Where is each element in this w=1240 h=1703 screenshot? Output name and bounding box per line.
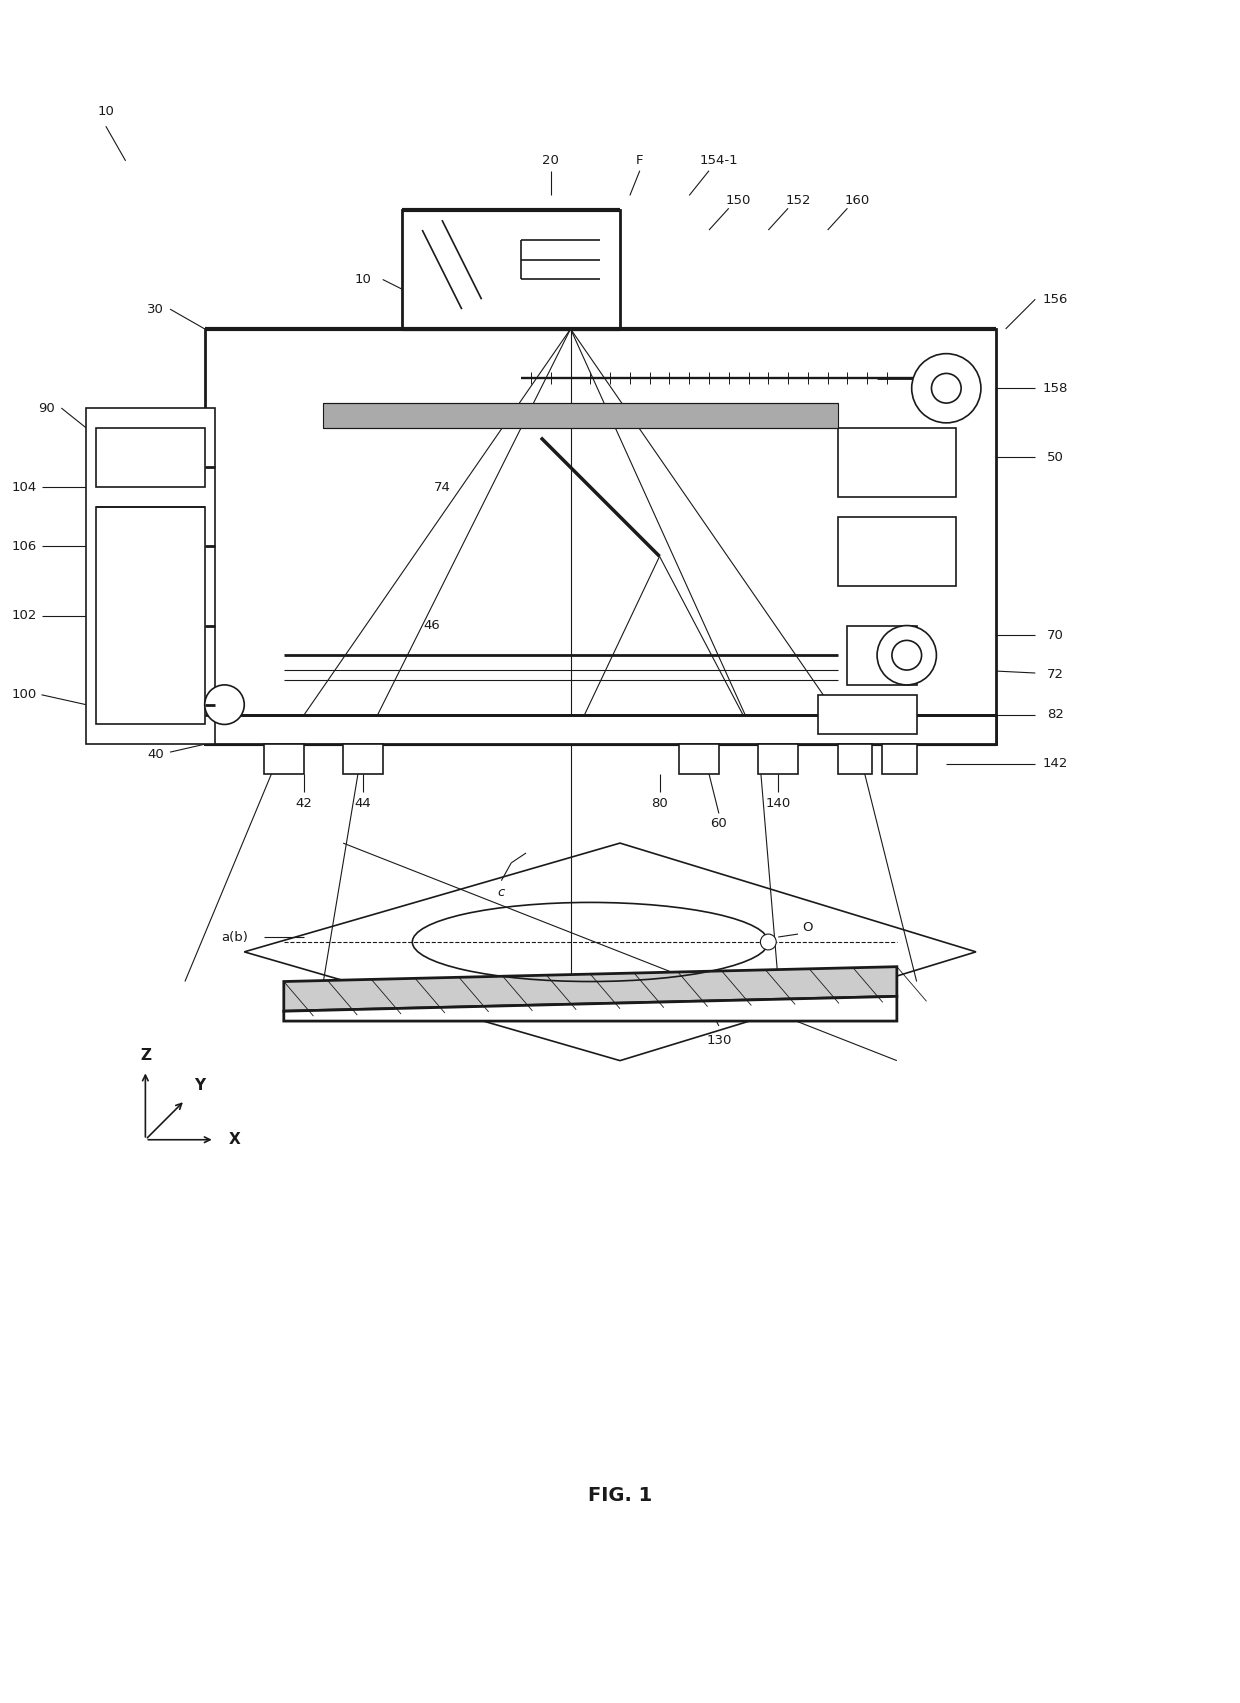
- Text: 72: 72: [1047, 669, 1064, 681]
- Text: 20: 20: [542, 155, 559, 167]
- Text: 44: 44: [355, 797, 371, 811]
- Circle shape: [892, 640, 921, 669]
- Text: 142: 142: [1043, 758, 1068, 770]
- Text: Controller: Controller: [131, 453, 169, 462]
- Text: 130: 130: [707, 1034, 732, 1047]
- Bar: [343, 744, 383, 773]
- Text: 80: 80: [651, 797, 668, 811]
- Bar: [403, 209, 620, 329]
- Circle shape: [911, 354, 981, 422]
- Text: F: F: [636, 155, 644, 167]
- Bar: [882, 744, 916, 773]
- Circle shape: [760, 933, 776, 950]
- Text: 60: 60: [711, 817, 727, 829]
- Text: 102: 102: [11, 610, 37, 622]
- Text: 160: 160: [844, 194, 870, 206]
- Text: 10: 10: [355, 272, 371, 286]
- Bar: [95, 507, 205, 724]
- Text: 150: 150: [725, 194, 751, 206]
- Bar: [817, 695, 916, 734]
- Bar: [837, 744, 872, 773]
- Bar: [324, 404, 837, 427]
- Text: 106: 106: [11, 540, 37, 553]
- Text: 104: 104: [11, 480, 37, 494]
- Text: 154-1: 154-1: [699, 155, 738, 167]
- Text: O: O: [802, 921, 813, 933]
- Text: 30: 30: [146, 303, 164, 315]
- Text: a(b): a(b): [221, 930, 248, 943]
- Bar: [847, 625, 916, 685]
- Bar: [205, 715, 996, 744]
- Bar: [837, 516, 956, 586]
- Circle shape: [877, 625, 936, 685]
- Bar: [759, 744, 799, 773]
- Text: 50: 50: [1047, 451, 1064, 463]
- Text: 100: 100: [11, 688, 37, 702]
- Text: 10: 10: [98, 106, 114, 118]
- Text: FIG. 1: FIG. 1: [588, 1487, 652, 1505]
- Text: 70: 70: [1047, 628, 1064, 642]
- Text: 152: 152: [785, 194, 811, 206]
- Text: 140: 140: [765, 797, 791, 811]
- Text: Z: Z: [140, 1047, 151, 1063]
- Text: Y: Y: [195, 1078, 206, 1093]
- Bar: [205, 329, 996, 744]
- Text: 46: 46: [424, 620, 440, 632]
- Circle shape: [205, 685, 244, 724]
- Polygon shape: [244, 843, 976, 1061]
- Circle shape: [931, 373, 961, 404]
- Text: X: X: [228, 1132, 241, 1148]
- Text: 40: 40: [146, 748, 164, 761]
- Bar: [837, 427, 956, 497]
- Bar: [264, 744, 304, 773]
- Polygon shape: [284, 967, 897, 1012]
- Text: c: c: [497, 886, 505, 899]
- Text: 52: 52: [176, 719, 193, 731]
- Text: 74: 74: [434, 480, 450, 494]
- Text: 82: 82: [1047, 708, 1064, 720]
- Text: 42: 42: [295, 797, 312, 811]
- Bar: [95, 427, 205, 487]
- Text: 90: 90: [38, 402, 55, 414]
- Bar: [86, 409, 215, 744]
- Text: Communication
module: Communication module: [123, 610, 179, 622]
- Text: 156: 156: [1043, 293, 1068, 307]
- Text: 158: 158: [1043, 381, 1068, 395]
- Bar: [680, 744, 719, 773]
- Polygon shape: [284, 996, 897, 1022]
